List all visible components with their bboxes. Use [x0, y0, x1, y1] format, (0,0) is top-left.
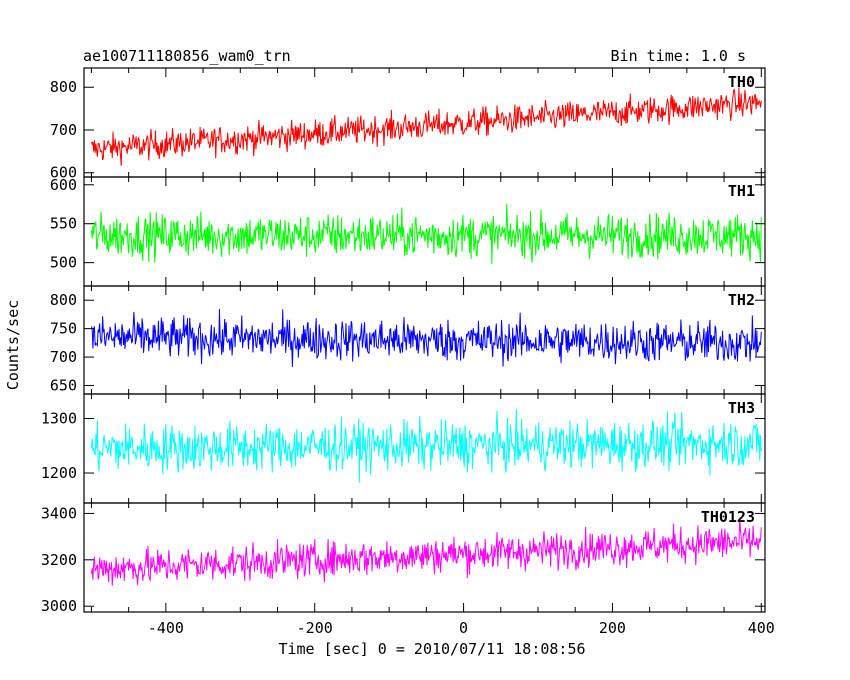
panel-th3: 1200 1300 TH3 [41, 393, 766, 504]
y-tick-label: 600 [50, 176, 77, 194]
panel-label-th0123: TH0123 [701, 508, 755, 526]
panel-frame [83, 502, 766, 613]
panels-group: 600 700 800 TH0 500 550 600 TH1 650 700 750 800 TH2 1… [41, 67, 775, 637]
x-axis-label: Time [sec] 0 = 2010/07/11 18:08:56 [278, 640, 585, 658]
series-line-th1 [90, 203, 762, 264]
y-tick-label: 750 [50, 320, 77, 338]
panel-label-th0: TH0 [728, 73, 755, 91]
y-tick-label: 3200 [41, 551, 77, 569]
series-line-th2 [90, 309, 762, 367]
x-tick-label: -200 [297, 619, 333, 637]
y-tick-label: 700 [50, 121, 77, 139]
y-tick-label: 3000 [41, 597, 77, 615]
series-line-th0 [90, 87, 762, 166]
y-tick-label: 3400 [41, 504, 77, 522]
panel-label-th2: TH2 [728, 291, 755, 309]
y-tick-label: 800 [50, 78, 77, 96]
y-axis-label: Counts/sec [4, 300, 22, 390]
panel-label-th1: TH1 [728, 182, 755, 200]
bin-time-label: Bin time: 1.0 s [611, 47, 746, 65]
y-tick-label: 550 [50, 215, 77, 233]
x-tick-label: -400 [148, 619, 184, 637]
y-tick-label: 1200 [41, 464, 77, 482]
x-tick-label: 200 [599, 619, 626, 637]
y-tick-label: 1300 [41, 410, 77, 428]
panel-th0: 600 700 800 TH0 [50, 67, 766, 182]
panel-th0123: 3000 3200 3400 TH0123 [41, 502, 766, 615]
y-tick-label: 800 [50, 291, 77, 309]
panel-th1: 500 550 600 TH1 [50, 176, 766, 287]
panel-th2: 650 700 750 800 TH2 [50, 285, 766, 395]
y-tick-label: 600 [50, 164, 77, 182]
series-line-th0123 [90, 517, 762, 586]
y-tick-label: 500 [50, 254, 77, 272]
y-tick-label: 700 [50, 348, 77, 366]
chart-title: ae100711180856_wam0_trn [83, 47, 291, 65]
x-tick-label: 400 [748, 619, 775, 637]
series-line-th3 [90, 409, 762, 483]
panel-label-th3: TH3 [728, 399, 755, 417]
x-tick-label: 0 [459, 619, 468, 637]
y-tick-label: 650 [50, 376, 77, 394]
